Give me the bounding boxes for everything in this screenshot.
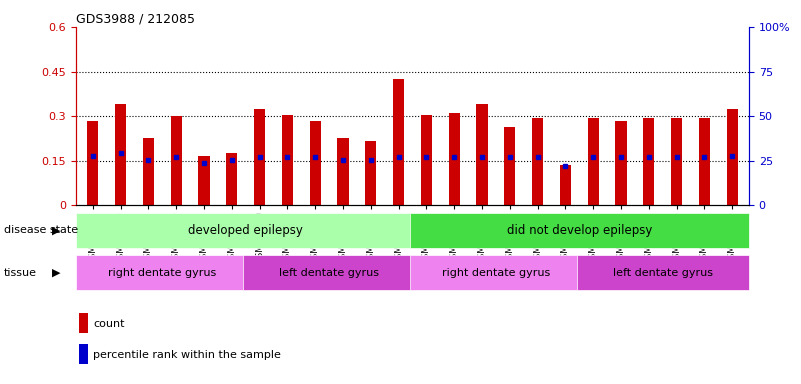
Bar [421,115,432,205]
Text: ▶: ▶ [51,268,60,278]
Bar [505,127,515,205]
Text: GDS3988 / 212085: GDS3988 / 212085 [76,13,195,26]
Text: right dentate gyrus: right dentate gyrus [442,268,550,278]
Bar [671,118,682,205]
Text: percentile rank within the sample: percentile rank within the sample [93,350,281,360]
Bar [477,104,488,205]
Text: tissue: tissue [4,268,37,278]
Text: disease state: disease state [4,225,78,235]
Bar [79,344,87,364]
Text: count: count [93,319,124,329]
Bar [449,113,460,205]
Text: developed epilepsy: developed epilepsy [188,224,303,237]
Bar [76,255,248,290]
Bar [643,118,654,205]
Bar [410,213,749,248]
Bar [310,121,320,205]
Bar [199,156,210,205]
Bar [76,213,415,248]
Bar [254,109,265,205]
Bar [143,139,154,205]
Text: ▶: ▶ [51,225,60,235]
Bar [365,141,376,205]
Bar [393,79,405,205]
Bar [615,121,626,205]
Text: did not develop epilepsy: did not develop epilepsy [507,224,652,237]
Bar [79,313,87,333]
Text: right dentate gyrus: right dentate gyrus [108,268,216,278]
Bar [243,255,415,290]
Bar [560,165,571,205]
Bar [115,104,126,205]
Bar [410,255,582,290]
Bar [282,115,293,205]
Bar [171,116,182,205]
Bar [337,139,348,205]
Bar [588,118,599,205]
Bar [87,121,99,205]
Bar [727,109,738,205]
Bar [226,153,237,205]
Bar [577,255,749,290]
Text: left dentate gyrus: left dentate gyrus [613,268,713,278]
Bar [532,118,543,205]
Bar [699,118,710,205]
Text: left dentate gyrus: left dentate gyrus [279,268,379,278]
